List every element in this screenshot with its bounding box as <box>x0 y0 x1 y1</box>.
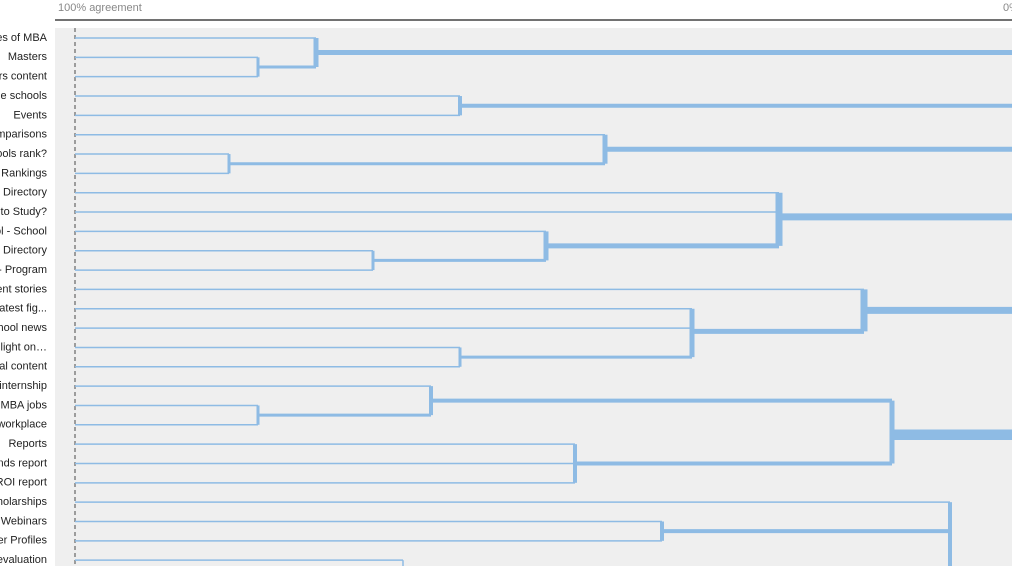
leaf-label: MBA jobs <box>1 399 48 411</box>
leaf-label: Directory <box>3 245 48 257</box>
leaf-label: Masters <box>8 51 48 63</box>
leaf-label: ent stories <box>0 283 47 295</box>
leaf-label: Directory <box>3 187 48 199</box>
leaf-label: evaluation <box>0 554 47 566</box>
labels: es of MBA Masters rs content e schools Event… <box>0 32 48 566</box>
leaf-label: ROI report <box>0 477 47 489</box>
leaf-label: nds report <box>0 457 47 469</box>
leaf-label: to Study? <box>1 206 47 218</box>
leaf-label: Reports <box>8 438 47 450</box>
leaf-label: holarships <box>0 496 47 508</box>
leaf-label: workplace <box>0 419 47 431</box>
leaf-label: atest fig... <box>0 303 47 315</box>
leaf-label: rs content <box>0 71 47 83</box>
axis-left-label: 100% agreement <box>58 2 142 14</box>
leaf-label: mparisons <box>0 129 47 141</box>
plot-area <box>55 28 1012 566</box>
leaf-label: er Profiles <box>0 535 47 547</box>
leaf-label: al content <box>0 361 47 373</box>
leaf-label: internship <box>0 380 47 392</box>
leaf-label: es of MBA <box>0 32 48 44</box>
leaf-label: Events <box>13 109 47 121</box>
leaf-label: - Program <box>0 264 47 276</box>
leaf-label: light on… <box>1 341 47 353</box>
leaf-label: hool news <box>0 322 47 334</box>
leaf-label: Webinars <box>1 515 48 527</box>
leaf-label: e schools <box>1 90 48 102</box>
leaf-label: ools rank? <box>0 148 47 160</box>
leaf-label: Rankings <box>1 167 47 179</box>
axis-right-label: 0% <box>1003 2 1012 14</box>
leaf-label: ol - School <box>0 225 47 237</box>
tree <box>75 37 1012 566</box>
